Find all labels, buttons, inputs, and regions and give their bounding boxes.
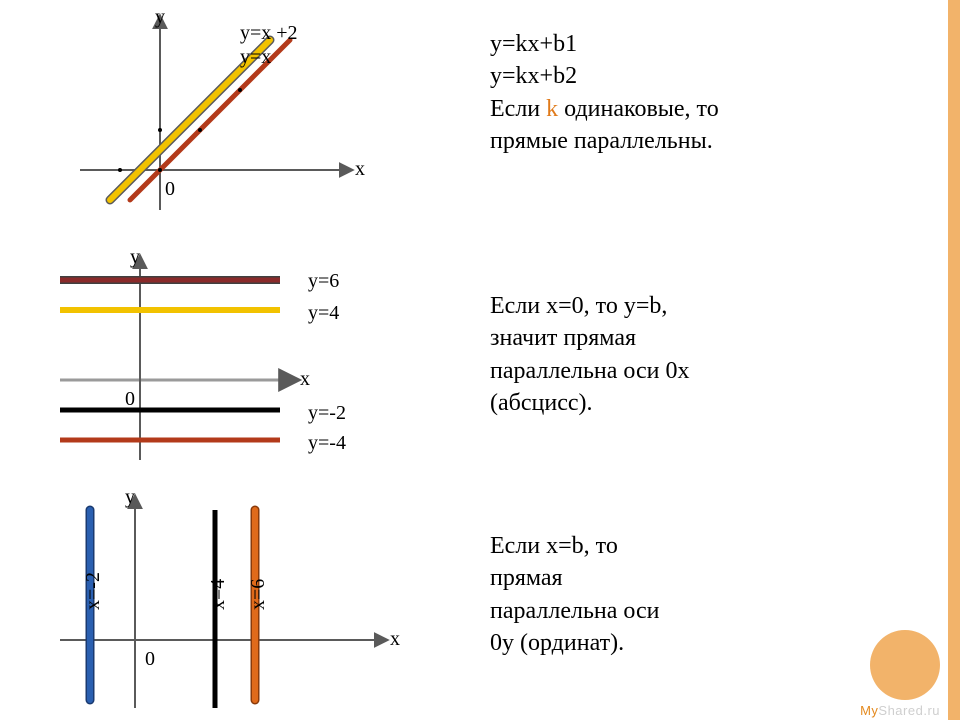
g1-ylabel: y (155, 6, 165, 29)
g2-lab-y-2: y=-2 (308, 402, 346, 425)
g3-lab-x4: x=4 (207, 579, 230, 610)
graph-1 (60, 10, 390, 220)
g3-ylabel: y (125, 486, 135, 509)
watermark-prefix: My (860, 703, 878, 718)
graph-3 (60, 490, 420, 710)
right-accent-bar (948, 0, 960, 720)
g2-lab-y-4: y=-4 (308, 432, 346, 455)
text-block-2: Если x=0, то y=b,значит прямаяпараллельн… (490, 290, 689, 420)
g1-origin: 0 (165, 178, 175, 201)
g2-origin: 0 (125, 388, 135, 411)
g2-xlabel: x (300, 368, 310, 391)
corner-accent-circle (870, 630, 940, 700)
text-block-1: y=kx+b1y=kx+b2Если k одинаковые, топрямы… (490, 28, 719, 158)
slide: { "canvas": { "width": 960, "height": 72… (0, 0, 960, 720)
g3-lab-x6: x=6 (247, 579, 270, 610)
g2-ylabel: y (130, 246, 140, 269)
watermark-suffix: Shared.ru (878, 703, 940, 718)
g1-label-yx: y=x (240, 46, 271, 69)
g3-xlabel: x (390, 628, 400, 651)
g3-origin: 0 (145, 648, 155, 671)
watermark: MyShared.ru (860, 703, 940, 718)
g1-xlabel: x (355, 158, 365, 181)
g2-lab-y6: y=6 (308, 270, 339, 293)
g3-lab-x-2: x=-2 (82, 572, 105, 610)
g1-label-yx2: y=x +2 (240, 22, 298, 45)
g2-lab-y4: y=4 (308, 302, 339, 325)
text-block-3: Если x=b, топрямаяпараллельна оси0y (орд… (490, 530, 659, 660)
